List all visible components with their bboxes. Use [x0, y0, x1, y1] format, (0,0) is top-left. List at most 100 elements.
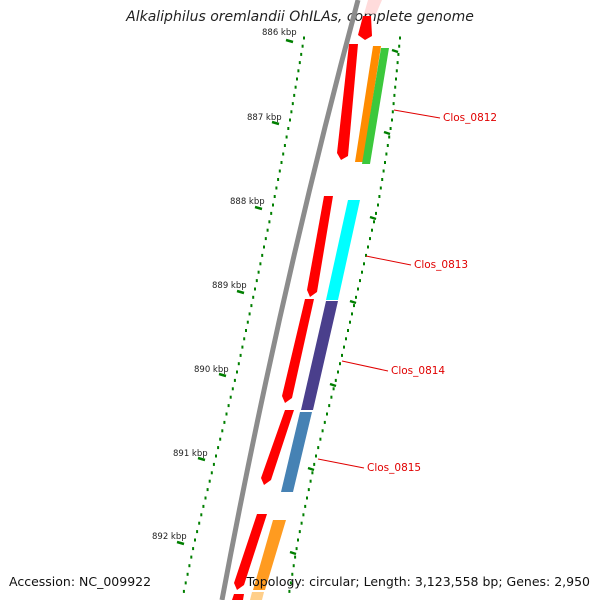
minor-tick [248, 312, 251, 316]
minor-tick [313, 462, 316, 466]
minor-tick [386, 144, 389, 147]
cds-arrow[interactable] [337, 44, 358, 160]
minor-tick [326, 412, 328, 416]
minor-tick [206, 488, 209, 492]
major-tick [218, 372, 227, 378]
minor-tick [259, 262, 262, 266]
minor-tick [293, 93, 296, 97]
gene-label-clos-0813[interactable]: Clos_0813 [414, 259, 468, 271]
minor-tick [357, 287, 359, 291]
cds-arrow[interactable] [234, 514, 267, 590]
minor-tick [398, 44, 401, 48]
minor-tick [275, 186, 278, 190]
minor-tick [297, 538, 299, 542]
cds-arrow[interactable] [358, 16, 372, 40]
tick-label-889: 889 kbp [212, 281, 247, 291]
minor-tick [303, 36, 305, 40]
minor-tick [257, 270, 260, 274]
minor-tick [379, 186, 382, 190]
minor-tick [349, 320, 351, 324]
minor-tick [393, 93, 396, 97]
feature-highlight [364, 0, 382, 14]
minor-tick [345, 337, 347, 341]
minor-tick [377, 203, 379, 207]
minor-tick [317, 446, 320, 450]
minor-tick [369, 237, 371, 241]
minor-tick [378, 195, 381, 198]
gene-label-clos-0812[interactable]: Clos_0812 [443, 112, 497, 124]
minor-tick [225, 412, 228, 416]
cds-arrow[interactable] [282, 299, 314, 403]
cds-block-light-orange[interactable] [250, 592, 264, 600]
minor-tick [198, 521, 201, 525]
minor-tick [309, 479, 312, 483]
accession-text: Accession: NC_009922 [9, 574, 152, 589]
tick-label-890: 890 kbp [194, 365, 229, 375]
cds-block-green[interactable] [362, 48, 389, 164]
minor-tick [252, 295, 255, 299]
minor-tick [283, 144, 286, 147]
minor-tick [239, 353, 242, 357]
minor-tick [300, 52, 303, 56]
minor-tick [263, 245, 265, 249]
minor-tick [365, 253, 367, 257]
cds-arrow[interactable] [307, 196, 333, 297]
minor-tick [289, 118, 291, 122]
minor-tick [237, 362, 240, 366]
minor-tick [339, 362, 341, 366]
genome-summary-text: Topology: circular; Length: 3,123,558 bp… [246, 574, 590, 589]
map-title: Alkaliphilus oremlandii OhILAs, complete… [126, 9, 474, 25]
cds-arrow[interactable] [261, 410, 294, 485]
minor-tick [332, 387, 335, 391]
minor-tick [353, 304, 355, 308]
tick-ring [176, 36, 401, 593]
minor-tick [255, 279, 258, 283]
minor-tick [243, 337, 246, 341]
cds-block-purple[interactable] [301, 301, 338, 410]
minor-tick [399, 36, 401, 40]
minor-tick [337, 370, 339, 374]
cds-track-2 [250, 46, 389, 600]
minor-tick [188, 564, 191, 568]
minor-tick [245, 329, 247, 332]
minor-tick [227, 404, 230, 408]
minor-tick [219, 437, 222, 441]
minor-tick [210, 471, 213, 475]
minor-tick [287, 127, 290, 130]
tick-label-887: 887 kbp [247, 113, 282, 123]
cds-arrow[interactable] [232, 594, 244, 600]
minor-tick [204, 496, 207, 500]
cds-block-cyan[interactable] [326, 200, 360, 300]
cds-block-orange-2[interactable] [253, 520, 286, 590]
minor-tick [229, 395, 232, 399]
minor-tick [294, 555, 297, 559]
minor-tick [385, 152, 388, 156]
minor-tick [200, 513, 203, 517]
major-tick [176, 540, 185, 546]
minor-tick [301, 44, 304, 48]
gene-label-clos-0814[interactable]: Clos_0814 [391, 365, 445, 377]
tick-label-888: 888 kbp [230, 197, 265, 207]
minor-tick [278, 169, 281, 173]
major-tick [349, 299, 357, 305]
minor-tick [375, 211, 377, 215]
minor-tick [371, 228, 373, 232]
minor-tick [266, 228, 269, 232]
minor-tick [236, 370, 238, 374]
gene-label-clos-0815[interactable]: Clos_0815 [367, 462, 421, 474]
minor-tick [182, 589, 185, 593]
minor-tick [294, 85, 297, 89]
cds-block-steelblue[interactable] [281, 412, 312, 492]
minor-tick [302, 513, 305, 517]
major-tick [254, 205, 263, 211]
minor-tick [212, 462, 215, 466]
cds-block-orange[interactable] [355, 46, 381, 162]
minor-tick [291, 102, 294, 106]
minor-tick [254, 287, 256, 291]
minor-tick [282, 152, 285, 156]
major-tick [236, 289, 245, 295]
minor-tick [321, 429, 324, 433]
minor-tick [184, 581, 187, 585]
